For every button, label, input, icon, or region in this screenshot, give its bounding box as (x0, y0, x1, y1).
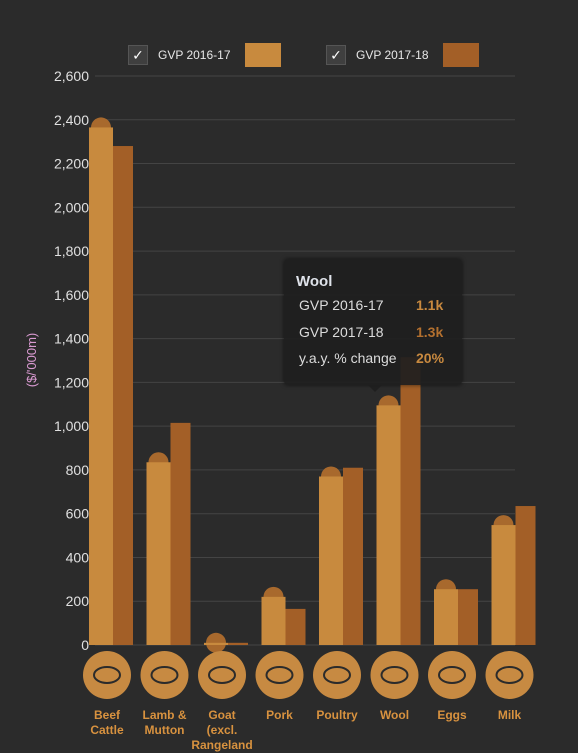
y-tick-label: 2,200 (54, 156, 89, 172)
milk-can-icon (485, 651, 534, 699)
tooltip-row-value: 1.1k (416, 297, 444, 313)
legend-label: GVP 2017-18 (356, 48, 429, 62)
y-tick-label: 1,200 (54, 374, 89, 390)
bar-2016-17[interactable] (434, 589, 458, 645)
bar-2016-17[interactable] (319, 476, 343, 645)
tooltip-row: GVP 2016-17 1.1k (299, 297, 459, 313)
y-tick-label: 1,000 (54, 418, 89, 434)
bar-2017-18[interactable] (515, 506, 536, 645)
cow-icon-glyph (93, 666, 121, 684)
sheep-wool-icon (370, 651, 419, 699)
sheep-wool-icon-glyph (380, 666, 409, 684)
checkbox-icon[interactable]: ✓ (128, 45, 148, 65)
sheep-icon (140, 651, 189, 699)
sheep-icon-glyph (150, 666, 179, 684)
category-label: Eggs (437, 708, 467, 722)
y-tick-label: 800 (66, 462, 90, 478)
eggs-icon-glyph (438, 666, 466, 684)
bar-2017-18[interactable] (170, 422, 191, 645)
chicken-icon-glyph (323, 666, 351, 684)
y-tick-label: 1,600 (54, 287, 89, 303)
category-icons (83, 651, 534, 699)
bar-2017-18[interactable] (285, 608, 306, 645)
bar-2016-17[interactable] (146, 462, 171, 645)
tooltip: Wool GVP 2016-17 1.1k GVP 2017-18 1.3k y… (284, 259, 462, 392)
y-tick-label: 1,800 (54, 243, 89, 259)
y-axis-title: ($/'000m) (24, 333, 39, 388)
category-label: Mutton (145, 723, 185, 737)
goat-icon-glyph (208, 666, 236, 684)
legend-swatch (442, 43, 479, 67)
y-tick-label: 400 (66, 549, 90, 565)
bar-2017-18[interactable] (113, 146, 133, 645)
checkbox-icon[interactable]: ✓ (326, 45, 346, 65)
y-axis-ticks: 0 200 400 600 800 1,000 1,200 1,400 1,600 1,800 2,… (54, 68, 89, 653)
bar-2016-17[interactable] (376, 405, 401, 645)
category-label: Goat (208, 708, 235, 722)
category-label: Cattle (90, 723, 124, 737)
tooltip-row-label: GVP 2017-18 (299, 324, 384, 340)
bar-2016-17[interactable] (89, 127, 113, 646)
pig-icon (255, 651, 304, 699)
y-tick-label: 1,400 (54, 331, 89, 347)
category-label: Rangeland (191, 738, 252, 752)
legend-item-2016-17[interactable]: ✓ GVP 2016-17 (128, 42, 281, 68)
tooltip-row-value: 20% (416, 350, 445, 366)
y-tick-label: 600 (66, 506, 90, 522)
category-label: Pork (266, 708, 293, 722)
legend-item-2017-18[interactable]: ✓ GVP 2017-18 (326, 42, 479, 68)
bars (89, 117, 536, 653)
bar-2017-18[interactable] (228, 642, 248, 645)
goat-icon (198, 651, 246, 699)
category-label: Milk (498, 708, 522, 722)
bar-2017-18[interactable] (400, 357, 421, 645)
tooltip-title: Wool (296, 273, 333, 290)
y-tick-label: 2,600 (54, 68, 89, 84)
milk-can-icon-glyph (495, 666, 524, 684)
category-label: (excl. (207, 723, 238, 737)
legend-swatch (244, 43, 281, 67)
tooltip-row: GVP 2017-18 1.3k (299, 324, 459, 340)
y-tick-label: 2,400 (54, 112, 89, 128)
y-tick-label: 2,000 (54, 199, 89, 215)
gridlines (95, 75, 515, 646)
category-label: Lamb & (142, 708, 186, 722)
chicken-icon (313, 651, 361, 699)
category-label: Poultry (316, 708, 358, 722)
y-tick-label: 200 (66, 593, 90, 609)
bar-2017-18[interactable] (343, 467, 363, 645)
legend: ✓ GVP 2016-17 ✓ GVP 2017-18 (0, 42, 578, 68)
tooltip-row-value: 1.3k (416, 324, 444, 340)
category-label: Wool (380, 708, 409, 722)
bar-2016-17[interactable] (261, 596, 286, 645)
bar-2016-17[interactable] (204, 642, 228, 645)
pig-icon-glyph (265, 666, 294, 684)
tooltip-row-label: GVP 2016-17 (299, 297, 384, 313)
bar-2016-17[interactable] (491, 525, 516, 645)
y-tick-label: 0 (81, 637, 89, 653)
tooltip-row-label: y.a.y. % change (299, 350, 397, 366)
cow-icon (83, 651, 131, 699)
tooltip-row: y.a.y. % change 20% (299, 350, 459, 366)
bar-2017-18[interactable] (458, 589, 478, 645)
category-label: Beef (94, 708, 121, 722)
eggs-icon (428, 651, 476, 699)
legend-label: GVP 2016-17 (158, 48, 231, 62)
